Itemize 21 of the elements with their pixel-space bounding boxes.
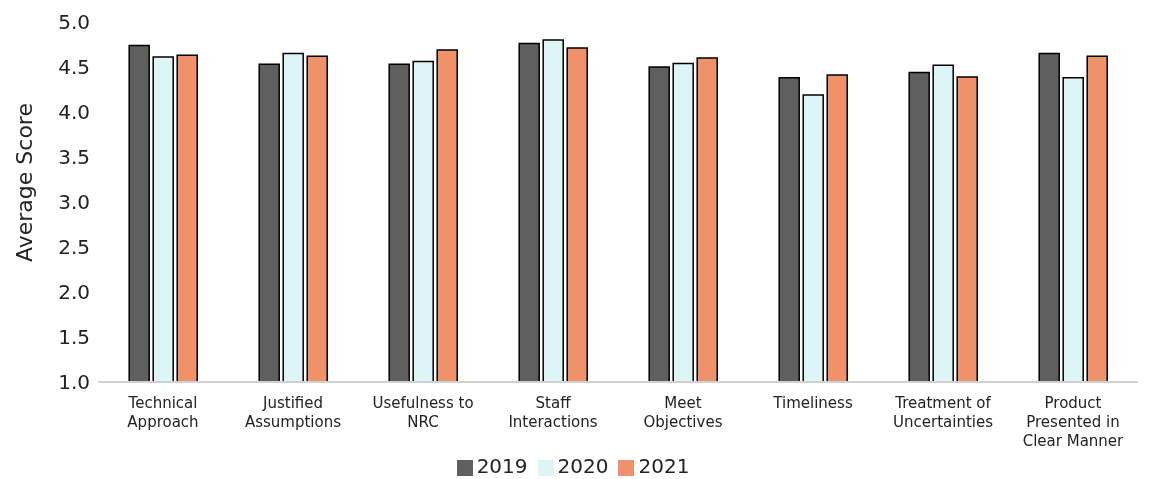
x-tick-label: Usefulness to NRC <box>372 394 474 431</box>
legend-label: 2020 <box>557 454 609 478</box>
y-tick-label: 2.5 <box>58 235 90 260</box>
y-tick-label: 5.0 <box>58 10 90 35</box>
x-tick-label: Technical Approach <box>127 394 199 431</box>
y-axis-title: Average Score <box>11 103 37 262</box>
y-tick-label: 2.0 <box>58 280 90 305</box>
y-tick-label: 1.0 <box>58 370 90 395</box>
x-tick-label: Justified Assumptions <box>244 394 342 431</box>
x-tick-label: Staff Interactions <box>508 394 598 431</box>
y-tick-label: 3.5 <box>58 145 90 170</box>
x-tick-label: Meet Objectives <box>643 394 723 431</box>
y-tick-label: 4.0 <box>58 100 90 125</box>
legend-label: 2019 <box>476 454 528 478</box>
y-tick-label: 3.0 <box>58 190 90 215</box>
y-tick-label: 1.5 <box>58 325 90 350</box>
x-tick-label: Timeliness <box>772 394 853 412</box>
x-tick-label: Product Presented in Clear Manner <box>1022 394 1125 450</box>
x-tick-label: Treatment of Uncertainties <box>893 394 994 431</box>
legend-label: 2021 <box>638 454 690 478</box>
y-tick-label: 4.5 <box>58 55 90 80</box>
